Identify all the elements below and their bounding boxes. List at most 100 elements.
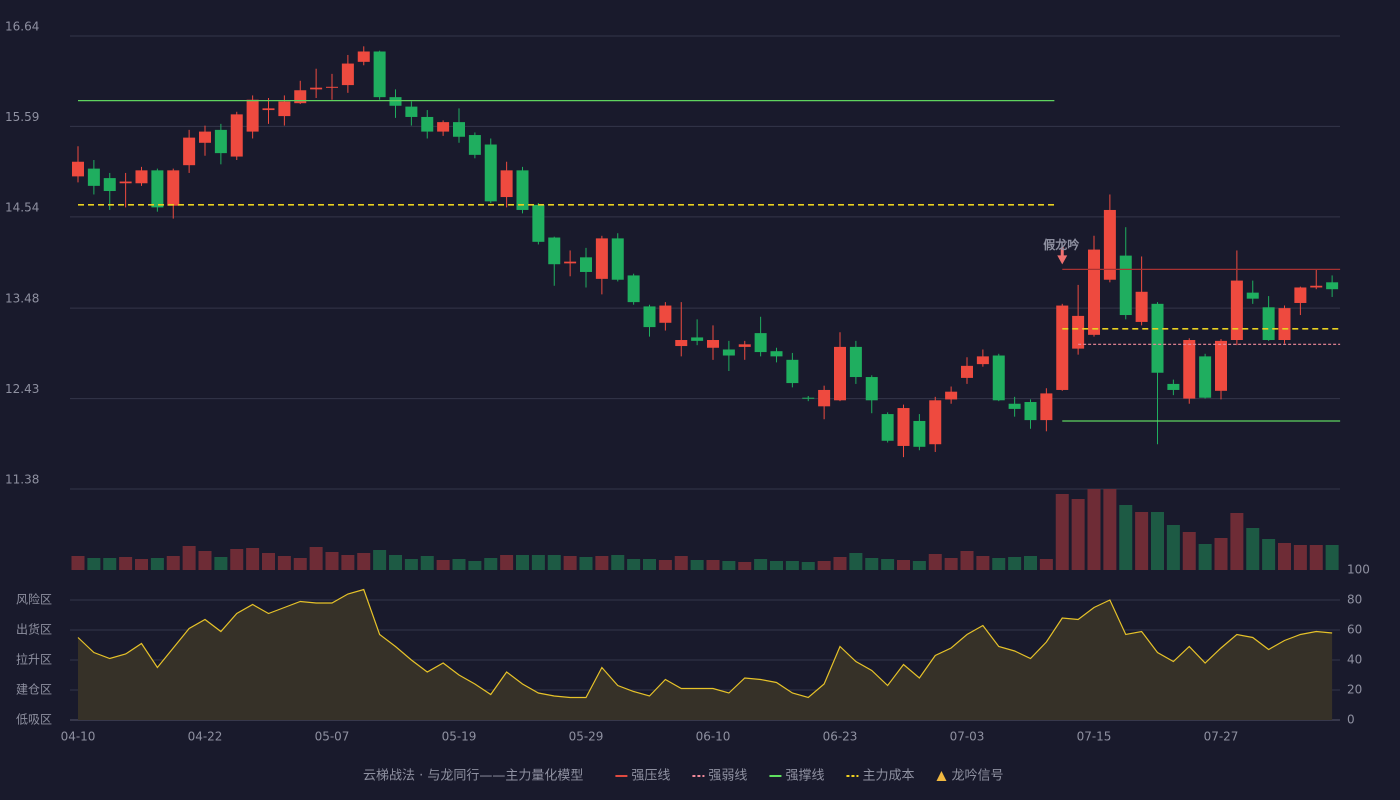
y-tick-label: 12.43 (5, 382, 39, 396)
x-tick-label: 05-07 (315, 730, 350, 744)
candle-body (167, 170, 180, 206)
volume-bar (1214, 538, 1228, 570)
volume-bar (404, 559, 418, 570)
candle-body (246, 99, 259, 132)
candle-body (675, 340, 688, 347)
y2-tick-label: 20 (1347, 683, 1362, 697)
y2-tick-label: 60 (1347, 623, 1362, 637)
volume-bar (770, 561, 783, 570)
candle-body (135, 170, 148, 184)
volume-bar (674, 556, 688, 570)
candle-body (913, 420, 926, 447)
candle-body (119, 181, 132, 184)
candle-body (183, 137, 196, 166)
candle-body (802, 397, 815, 399)
volume-bar (706, 560, 720, 570)
volume-bar (1039, 559, 1053, 570)
y2-tick-label: 0 (1347, 713, 1355, 727)
candle-body (230, 114, 243, 157)
candle-body (1230, 280, 1243, 341)
candle-body (1183, 340, 1196, 399)
candle-body (532, 204, 545, 242)
volume-bar (309, 547, 323, 570)
y-tick-label: 15.59 (5, 110, 39, 124)
y-tick-label: 16.64 (5, 20, 39, 34)
oscillator-area (78, 589, 1333, 720)
y-tick-label: 14.54 (5, 200, 39, 214)
candle-body (929, 400, 942, 445)
volume-bar (1198, 544, 1212, 570)
candle-body (1151, 303, 1164, 373)
candle-body (1215, 340, 1227, 391)
y2-tick-label: 80 (1347, 593, 1362, 607)
volume-bar (293, 558, 307, 570)
volume-bar (912, 561, 926, 570)
candle-body (564, 261, 577, 264)
volume-bar (166, 556, 180, 570)
candle-body (1072, 315, 1085, 349)
candle-body (421, 116, 434, 132)
candle-body (468, 135, 481, 155)
candle-body (278, 101, 291, 117)
volume-bar (420, 556, 434, 570)
volume-bar (1293, 545, 1307, 570)
candle-body (1294, 287, 1307, 303)
zone-label: 拉升区 (16, 652, 52, 667)
candle-body (1262, 307, 1275, 341)
volume-bar (135, 559, 148, 570)
volume-bar (1087, 489, 1101, 570)
volume-bar (658, 560, 672, 570)
volume-bar (182, 546, 196, 570)
candle-body (326, 86, 338, 88)
volume-bar (1166, 525, 1180, 570)
volume-bar (738, 562, 752, 570)
volume-bar (1008, 557, 1022, 570)
volume-bar (849, 553, 863, 570)
marks: 假龙吟 (71, 46, 1341, 720)
volume-bar (754, 559, 768, 570)
candle-body (1199, 356, 1212, 398)
candle-body (500, 170, 513, 198)
candle-body (1246, 292, 1259, 299)
volume-bar (1230, 513, 1244, 570)
candle-body (373, 51, 386, 98)
volume-bar (1055, 494, 1069, 570)
candle-body (849, 346, 862, 378)
volume-bar (801, 562, 815, 570)
volume-bar (1103, 489, 1117, 570)
volume-bar (1135, 512, 1149, 570)
candle-body (818, 389, 831, 407)
candle-body (961, 365, 973, 378)
y2-tick-label: 100 (1347, 563, 1370, 577)
candle-body (1088, 249, 1100, 335)
volume-bar (214, 557, 228, 570)
volume-bar (1262, 539, 1276, 570)
volume-bar (547, 555, 561, 570)
candle-body (214, 129, 227, 154)
volume-bar (198, 551, 212, 570)
candle-body (786, 359, 799, 384)
volume-bar (389, 555, 402, 570)
legend-label: 强弱线 (708, 769, 747, 784)
volume-bar (230, 549, 244, 570)
candle-body (389, 97, 402, 106)
legend-label: 强压线 (631, 769, 670, 784)
x-tick-label: 04-10 (61, 730, 96, 744)
volume-bar (1182, 532, 1196, 570)
volume-bar (595, 556, 609, 570)
candle-body (770, 351, 783, 357)
candle-body (548, 237, 561, 265)
volume-bar (516, 555, 529, 570)
candle-body (453, 122, 465, 137)
volume-bar (928, 554, 942, 570)
y-tick-label: 11.38 (5, 473, 39, 487)
candle-body (738, 344, 751, 347)
legend-title: 云梯战法 · 与龙同行——主力量化模型 (363, 769, 583, 784)
candle-body (707, 340, 719, 348)
zone-label: 建仓区 (16, 683, 52, 697)
volume-bar (373, 550, 387, 570)
volume-bar (1151, 512, 1164, 570)
volume-bar (579, 557, 593, 570)
